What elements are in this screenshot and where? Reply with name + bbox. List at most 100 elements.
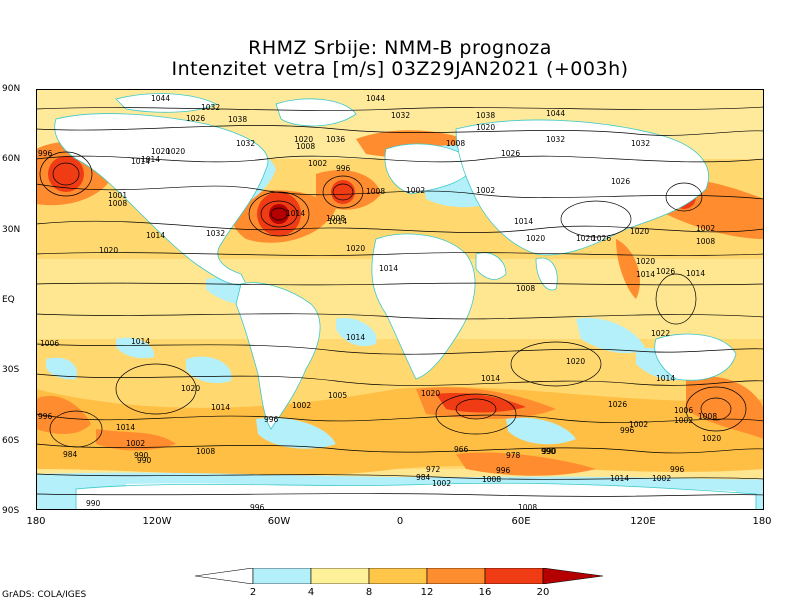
isobar-label: 996 <box>38 412 53 421</box>
isobar-label: 1002 <box>126 439 145 448</box>
isobar-label: 1020 <box>151 147 170 156</box>
lat-label-eq: EQ <box>2 295 15 305</box>
isobar-label: 1014 <box>379 264 398 273</box>
isobar-label: 1002 <box>406 186 425 195</box>
lon-label-180w: 180 <box>26 516 46 527</box>
colorbar-segment-3 <box>368 568 428 584</box>
isobar-label: 1002 <box>674 416 693 425</box>
isobar-label: 990 <box>137 456 152 465</box>
colorbar-tick-20: 20 <box>536 587 550 598</box>
lat-label-90n: 90N <box>2 84 21 94</box>
isobar-label: 1020 <box>421 389 440 398</box>
isobar-label: 1044 <box>366 94 385 103</box>
isobar-label: 1008 <box>296 142 315 151</box>
isobar-label: 1020 <box>566 357 585 366</box>
isobar-label: 1008 <box>698 412 717 421</box>
isobar-label: 972 <box>426 465 441 474</box>
lon-label-0: 0 <box>396 516 404 527</box>
isobar-label: 1026 <box>656 267 675 276</box>
isobar-label: 1032 <box>236 139 255 148</box>
isobar-label: 996 <box>38 149 53 158</box>
lat-label-90s: 90S <box>2 506 20 516</box>
isobar-label: 1014 <box>131 157 150 166</box>
isobar-label: 984 <box>63 450 78 459</box>
lon-label-180e: 180 <box>752 516 772 527</box>
isobar-label: 990 <box>134 451 149 460</box>
isobar-label: 1008 <box>446 139 465 148</box>
isobar-label: 996 <box>620 426 635 435</box>
isobar-label: 1002 <box>432 479 451 488</box>
isobar-label: 1044 <box>546 109 565 118</box>
isobar-label: 1008 <box>516 284 535 293</box>
isobar-label: 1036 <box>326 135 345 144</box>
colorbar <box>195 568 604 584</box>
isobar-label: 1022 <box>651 329 670 338</box>
isobar-label: 1026 <box>592 234 611 243</box>
isobar-label: 966 <box>454 445 469 454</box>
isobar-label: 1032 <box>206 229 225 238</box>
isobar-label: 1014 <box>656 374 675 383</box>
isobar-label: 1006 <box>40 339 59 348</box>
isobar-label: 1008 <box>518 503 537 510</box>
isobar-label: 1014 <box>116 423 135 432</box>
isobar-label: 1002 <box>696 224 715 233</box>
isobar-label: 1026 <box>611 177 630 186</box>
isobar-label: 1014 <box>636 270 655 279</box>
colorbar-tick-12: 12 <box>420 587 434 598</box>
isobar-label: 996 <box>264 415 279 424</box>
isobar-lines <box>36 106 764 497</box>
isobar-label: 1020 <box>630 227 649 236</box>
isobar-label: 996 <box>250 503 265 510</box>
isobar-label: 1032 <box>391 111 410 120</box>
lon-label-60w: 60W <box>267 516 291 527</box>
isobar-label: 1001 <box>108 191 127 200</box>
isobar-label: 1002 <box>308 159 327 168</box>
isobar-label: 990 <box>541 447 556 456</box>
lon-label-60e: 60E <box>511 516 531 527</box>
isobar-label: 1014 <box>131 337 150 346</box>
isobar-label: 1014 <box>346 333 365 342</box>
isobar-label: 1014 <box>610 474 629 483</box>
isobar-label: 1014 <box>286 209 305 218</box>
isobar-label: 1005 <box>328 391 347 400</box>
isobar-label: 1014 <box>141 155 160 164</box>
lat-label-30n: 30N <box>2 225 21 235</box>
isobar-label: 990 <box>542 447 557 456</box>
lon-label-120w: 120W <box>142 516 172 527</box>
colorbar-tick-2: 2 <box>249 587 257 598</box>
map-title-line-1: RHMZ Srbije: NMM-B prognoza <box>248 37 552 59</box>
isobar-label: 996 <box>670 465 685 474</box>
isobar-label: 1002 <box>629 420 648 429</box>
colorbar-tick-16: 16 <box>478 587 492 598</box>
colorbar-segment-2 <box>310 568 370 584</box>
lat-label-30s: 30S <box>2 365 20 375</box>
continent-outlines <box>54 93 757 510</box>
isobar-label: 1044 <box>151 94 170 103</box>
isobar-label: 1032 <box>546 135 565 144</box>
isobar-label: 996 <box>496 466 511 475</box>
isobar-label: 1020 <box>99 246 118 255</box>
isobar-label: 1014 <box>146 231 165 240</box>
isobar-label: 1032 <box>631 139 650 148</box>
isobar-label: 1006 <box>674 406 693 415</box>
isobar-label: 1026 <box>608 400 627 409</box>
isobar-label: 1014 <box>328 217 347 226</box>
isobar-label: 1002 <box>476 186 495 195</box>
isobar-label: 1020 <box>636 257 655 266</box>
isobar-label: 1014 <box>514 217 533 226</box>
isobar-label: 1008 <box>696 237 715 246</box>
colorbar-tick-4: 4 <box>307 587 315 598</box>
colorbar-segment-5 <box>484 568 544 584</box>
isobar-label: 1002 <box>292 401 311 410</box>
isobar-label: 984 <box>416 473 431 482</box>
isobar-label: 996 <box>336 164 351 173</box>
isobar-label: 1026 <box>501 149 520 158</box>
isobar-label: 1008 <box>366 187 385 196</box>
isobar-label: 1020 <box>346 244 365 253</box>
lon-label-120e: 120E <box>630 516 656 527</box>
colorbar-segment-0 <box>195 568 254 584</box>
isobar-label: 1008 <box>108 199 127 208</box>
isobar-label: 1014 <box>211 403 230 412</box>
isobar-label: 1020 <box>526 234 545 243</box>
isobar-label: 1008 <box>482 475 501 484</box>
